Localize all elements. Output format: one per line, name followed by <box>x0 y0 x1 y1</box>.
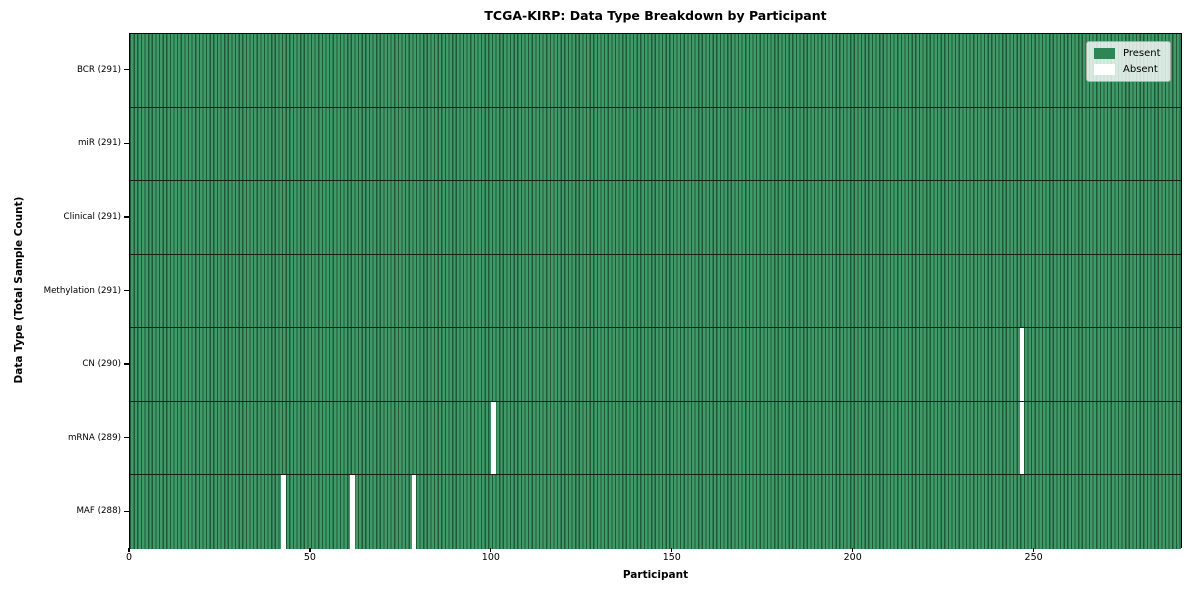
heatmap-row-mrna <box>130 401 1181 476</box>
ytick-mark-clinical <box>124 216 129 218</box>
heatmap-row-cn <box>130 328 1181 402</box>
heatmap-plot-area: Present Absent <box>129 33 1182 549</box>
heatmap-row-methylation <box>130 254 1181 329</box>
ytick-label-mir: miR (291) <box>77 138 121 149</box>
heatmap-row-clinical <box>130 181 1181 255</box>
xtick-mark-200 <box>852 548 854 552</box>
xtick-mark-100 <box>490 548 492 552</box>
ytick-label-methylation: Methylation (291) <box>43 285 121 296</box>
chart-title: TCGA-KIRP: Data Type Breakdown by Partic… <box>484 8 827 23</box>
absent-swatch-icon <box>1094 64 1115 75</box>
absent-cell-cn-246 <box>1019 328 1025 401</box>
legend: Present Absent <box>1086 41 1171 82</box>
xtick-label-100: 100 <box>481 552 500 563</box>
xtick-label-250: 250 <box>1024 552 1043 563</box>
ytick-mark-maf <box>124 510 129 512</box>
present-swatch-icon <box>1094 48 1115 59</box>
absent-cell-mrna-246 <box>1019 401 1025 475</box>
ytick-label-clinical: Clinical (291) <box>63 211 121 222</box>
xtick-label-50: 50 <box>303 552 316 563</box>
absent-cell-mrna-100 <box>491 401 496 475</box>
ytick-mark-cn <box>124 363 129 365</box>
ytick-label-maf: MAF (288) <box>76 506 121 517</box>
legend-entry-absent: Absent <box>1094 64 1161 75</box>
heatmap-row-maf <box>130 475 1181 549</box>
xtick-label-0: 0 <box>125 552 133 563</box>
legend-label-present: Present <box>1123 48 1161 59</box>
ytick-mark-mrna <box>124 437 129 439</box>
ytick-label-bcr: BCR (291) <box>76 64 121 75</box>
xtick-mark-250 <box>1033 548 1035 552</box>
legend-label-absent: Absent <box>1123 64 1158 75</box>
heatmap-row-mir <box>130 107 1181 182</box>
ytick-mark-mir <box>124 142 129 144</box>
legend-entry-present: Present <box>1094 48 1161 59</box>
xtick-label-150: 150 <box>662 552 681 563</box>
absent-cell-maf-42 <box>281 475 287 549</box>
absent-cell-maf-61 <box>350 475 355 549</box>
ytick-mark-bcr <box>124 69 129 71</box>
ytick-label-cn: CN (290) <box>82 359 121 370</box>
xtick-mark-0 <box>128 548 130 552</box>
ytick-label-mrna: mRNA (289) <box>67 432 121 443</box>
x-axis-label: Participant <box>622 569 689 581</box>
xtick-mark-50 <box>309 548 311 552</box>
xtick-label-200: 200 <box>843 552 862 563</box>
ytick-mark-methylation <box>124 289 129 292</box>
absent-cell-maf-78 <box>411 475 417 549</box>
heatmap-row-bcr <box>130 34 1181 108</box>
xtick-mark-150 <box>671 548 673 552</box>
